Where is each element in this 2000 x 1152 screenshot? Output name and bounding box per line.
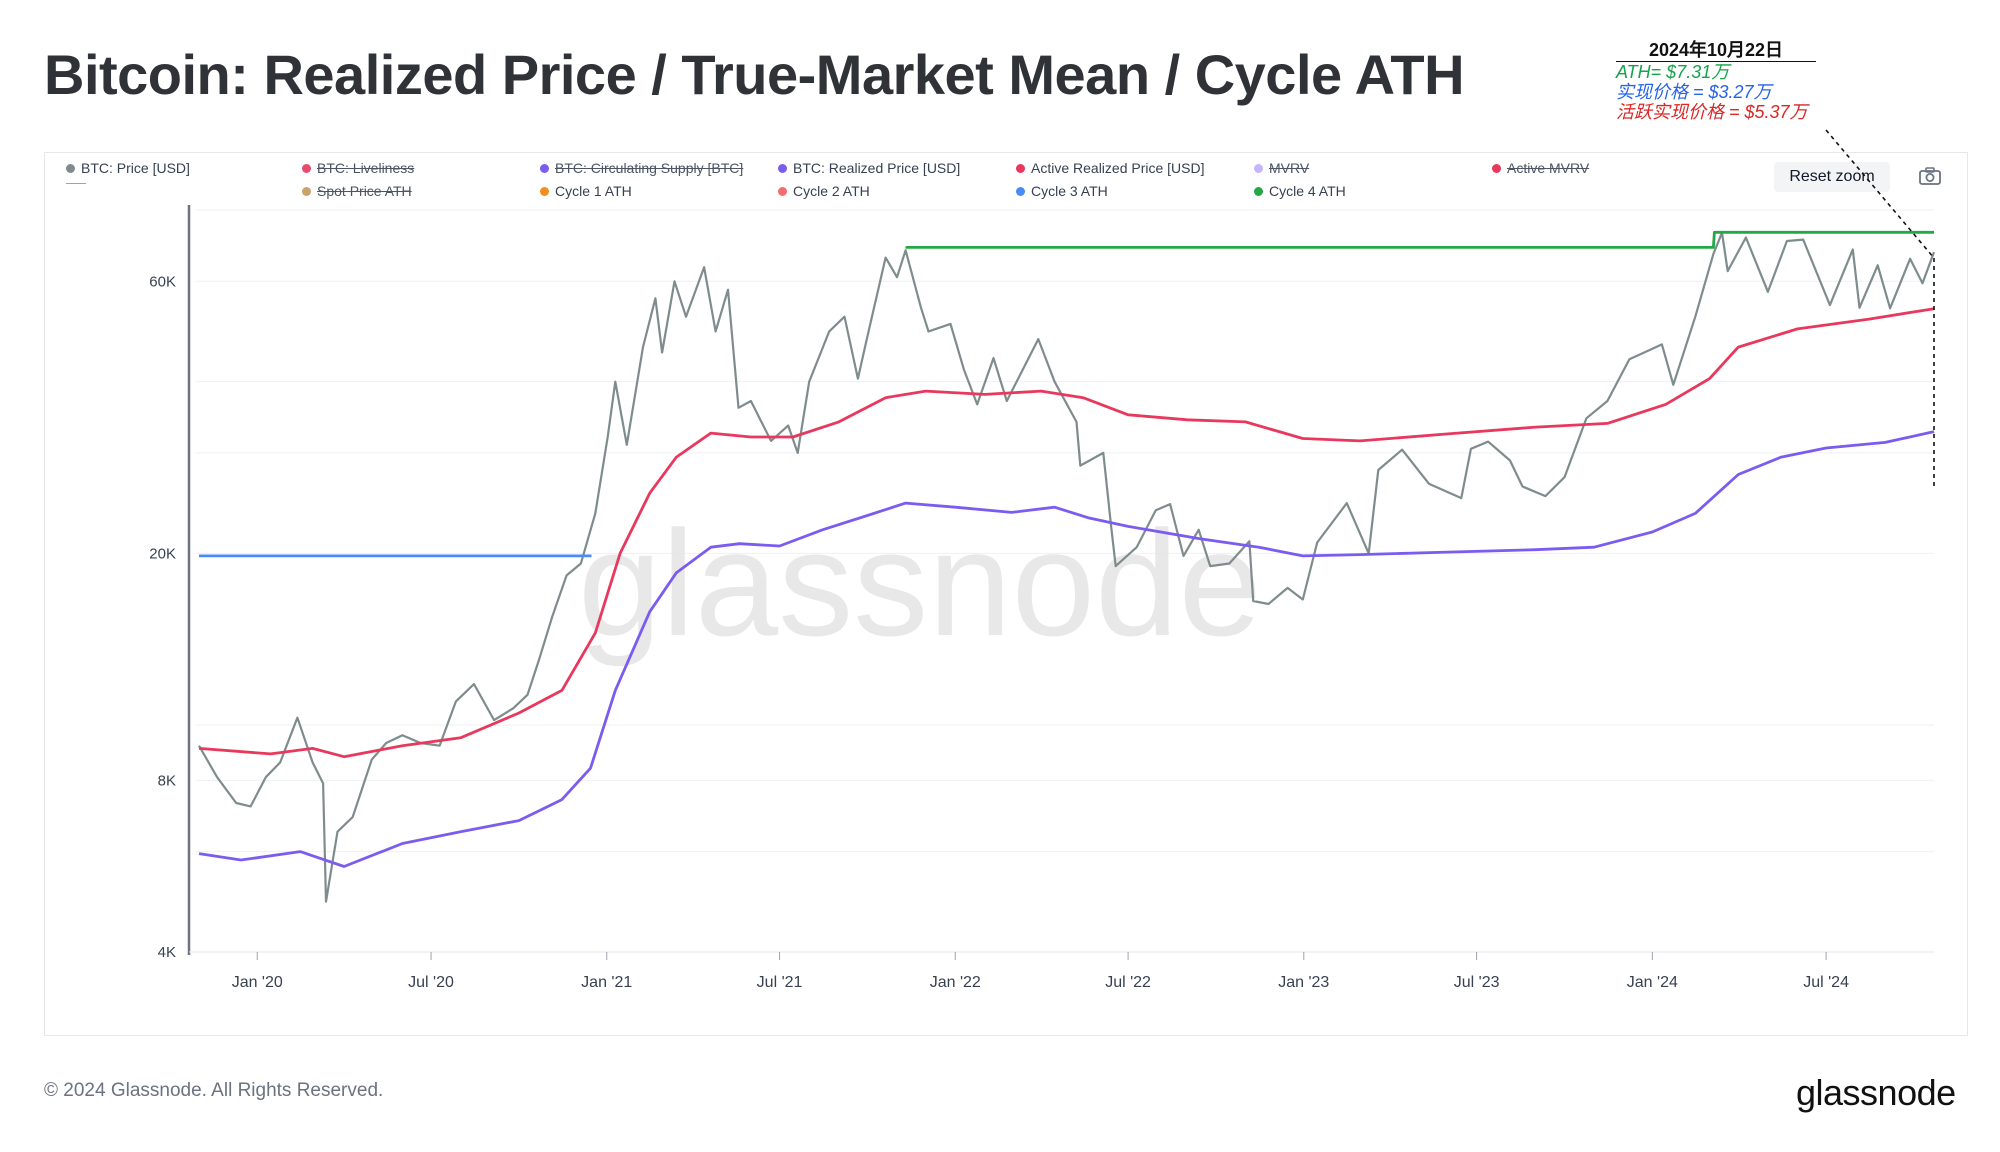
legend-item[interactable]: Cycle 1 ATH [540,183,632,199]
legend-marker-icon [778,163,787,173]
chart-panel [44,152,1968,1036]
legend-item[interactable]: BTC: Realized Price [USD] [778,160,960,176]
x-tick-label: Jan '23 [1278,974,1329,991]
y-tick-label: 8K [158,772,176,789]
legend-item[interactable]: Cycle 2 ATH [778,183,870,199]
legend-item[interactable]: BTC: Circulating Supply [BTC] [540,160,743,176]
x-tick-label: Jan '22 [930,974,981,991]
legend-label: Active Realized Price [USD] [1031,160,1205,176]
legend: BTC: Price [USD] BTC: Liveliness BTC: Circ… [66,160,1589,208]
legend-item[interactable] [66,183,90,184]
annotation-realized: 实现价格 = $3.27万 [1616,82,1772,102]
legend-marker-icon [302,186,311,196]
legend-label: Active MVRV [1507,160,1590,176]
annotation-ath: ATH= $7.31万 [1616,62,1730,82]
series-line [198,231,1936,903]
legend-marker-icon [66,163,75,173]
page-title: Bitcoin: Realized Price / True-Market Me… [44,43,1465,106]
legend-marker-icon [1016,186,1025,196]
legend-marker-icon [540,163,549,173]
x-tick-label: Jan '20 [232,974,283,991]
x-tick-label: Jan '24 [1627,974,1678,991]
legend-marker-icon [778,186,787,196]
camera-icon[interactable] [1918,166,1942,186]
legend-item[interactable]: BTC: Liveliness [302,160,414,176]
guide-connector [1825,129,1935,259]
legend-item[interactable]: Cycle 4 ATH [1254,183,1346,199]
copyright: © 2024 Glassnode. All Rights Reserved. [44,1080,384,1101]
brand-logo: glassnode [1796,1072,1956,1113]
legend-marker-icon [302,163,311,173]
legend-item[interactable]: Active MVRV [1492,160,1589,176]
x-tick-label: Jul '21 [757,974,803,991]
y-tick-label: 60K [149,273,176,290]
legend-label: MVRV [1269,160,1310,176]
x-tick-label: Jul '20 [408,974,454,991]
legend-label: Cycle 3 ATH [1031,183,1108,199]
annotation-box: 2024年10月22日 ATH= $7.31万 实现价格 = $3.27万 活跃… [1616,40,1826,122]
legend-label: BTC: Circulating Supply [BTC] [555,160,744,176]
annotation-date: 2024年10月22日 [1616,40,1816,62]
legend-marker-icon [1016,163,1025,173]
legend-label: BTC: Liveliness [317,160,415,176]
legend-marker-icon [1254,163,1263,173]
axes: 4K 8K 20K 60K Jan '20 Jul '20 Jan '21 Jul '21 Ja… [149,205,1934,991]
series-group [198,230,1936,903]
legend-marker-icon [1492,163,1501,173]
y-tick-label: 4K [158,944,176,961]
annotation-active-realized: 活跃实现价格 = $5.37万 [1616,102,1808,122]
y-tick-label: 20K [149,545,176,562]
legend-marker-icon [66,183,86,184]
watermark: glassnode [578,499,1262,667]
guide-line [1825,129,1935,488]
legend-marker-icon [1254,186,1263,196]
legend-item[interactable]: Spot Price ATH [302,183,412,199]
reset-zoom-button[interactable]: Reset zoom [1774,162,1890,192]
legend-item[interactable]: Cycle 3 ATH [1016,183,1108,199]
x-tick-label: Jul '22 [1105,974,1151,991]
series-line [198,430,1935,868]
legend-label: Cycle 2 ATH [793,183,870,199]
x-tick-label: Jul '24 [1803,974,1849,991]
legend-label: Cycle 4 ATH [1269,183,1346,199]
x-tick-label: Jul '23 [1454,974,1500,991]
legend-item[interactable]: MVRV [1254,160,1309,176]
legend-label: BTC: Price [USD] [81,160,190,176]
legend-label: BTC: Realized Price [USD] [793,160,961,176]
legend-item[interactable]: Active Realized Price [USD] [1016,160,1205,176]
x-tick-label: Jan '21 [581,974,632,991]
legend-label: Cycle 1 ATH [555,183,632,199]
series-line [905,230,1934,249]
legend-item[interactable]: BTC: Price [USD] [66,160,190,176]
legend-label: Spot Price ATH [317,183,412,199]
legend-marker-icon [540,186,549,196]
series-line [198,307,1935,759]
